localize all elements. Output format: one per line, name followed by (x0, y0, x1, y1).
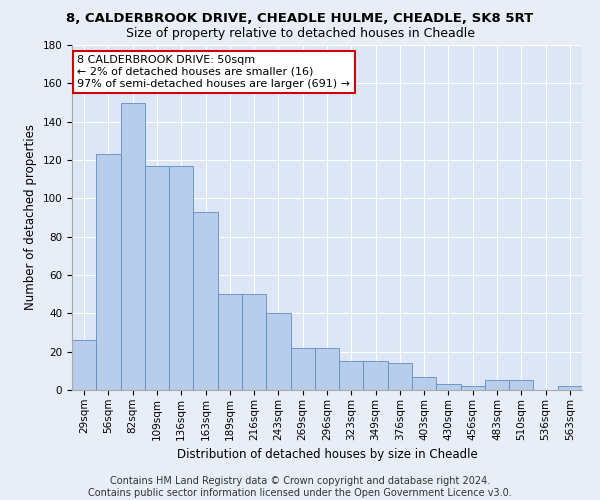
X-axis label: Distribution of detached houses by size in Cheadle: Distribution of detached houses by size … (176, 448, 478, 461)
Bar (121, 102, 145, 390)
Bar (558, 386, 582, 390)
Text: Size of property relative to detached houses in Cheadle: Size of property relative to detached ho… (125, 28, 475, 40)
Bar (72, 340, 96, 390)
Bar (96, 154, 121, 390)
Bar (218, 294, 242, 390)
Bar (290, 348, 315, 390)
Bar (242, 294, 266, 390)
Bar (388, 363, 412, 390)
Bar (364, 361, 388, 390)
Text: Contains HM Land Registry data © Crown copyright and database right 2024.
Contai: Contains HM Land Registry data © Crown c… (88, 476, 512, 498)
Bar (193, 212, 218, 390)
Bar (315, 348, 339, 390)
Text: 8 CALDERBROOK DRIVE: 50sqm
← 2% of detached houses are smaller (16)
97% of semi-: 8 CALDERBROOK DRIVE: 50sqm ← 2% of detac… (77, 56, 350, 88)
Bar (436, 384, 461, 390)
Y-axis label: Number of detached properties: Number of detached properties (24, 124, 37, 310)
Bar (509, 380, 533, 390)
Bar (412, 376, 436, 390)
Bar (339, 361, 364, 390)
Text: 8, CALDERBROOK DRIVE, CHEADLE HULME, CHEADLE, SK8 5RT: 8, CALDERBROOK DRIVE, CHEADLE HULME, CHE… (67, 12, 533, 26)
Bar (145, 166, 169, 390)
Bar (266, 314, 290, 390)
Bar (485, 380, 509, 390)
Bar (169, 166, 193, 390)
Bar (461, 386, 485, 390)
